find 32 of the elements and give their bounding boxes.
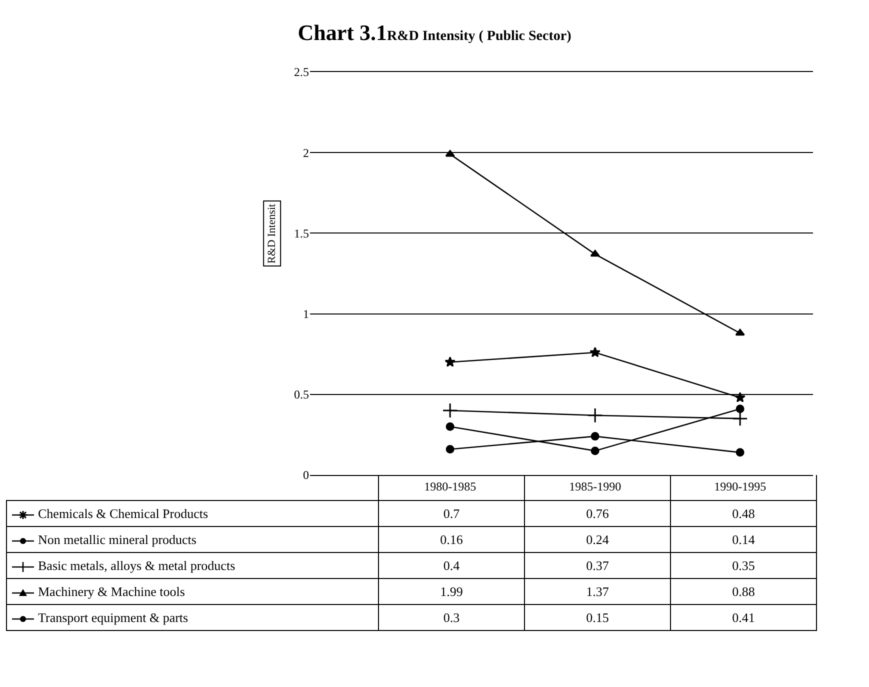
data-label: 0.37 [524,552,670,578]
y-tick-label: 0.5 [294,388,309,402]
data-label: 0.15 [524,604,670,630]
y-tick-label: 1.5 [294,226,309,240]
data-label: 0.35 [670,552,816,578]
x-tick-label: 1985-1990 [569,479,622,494]
legend-label: Transport equipment & parts [38,610,188,624]
y-tick-label: 1 [303,307,309,321]
data-label: 0.41 [670,604,816,630]
x-tick-label: 1990-1995 [714,479,766,494]
chart-title: Chart 3.1 [298,20,387,45]
data-label: 1.99 [378,578,524,604]
y-tick-label: 2.5 [294,65,309,80]
legend-label: Machinery & Machine tools [38,584,185,598]
y-tick-label: 2 [303,146,309,160]
data-label: 0.3 [378,604,524,630]
legend-label: Chemicals & Chemical Products [38,506,208,520]
y-axis-title: R&D Intensit [266,204,278,264]
data-label: 0.16 [378,526,524,552]
data-label: 1.37 [524,578,670,604]
data-label: 0.48 [670,500,816,526]
legend-label: Non metallic mineral products [38,532,196,546]
y-tick-label: 0 [303,468,309,482]
data-label: 0.88 [670,578,816,604]
data-label: 0.24 [524,526,670,552]
x-tick-label: 1980-1985 [424,479,476,494]
data-label: 0.14 [670,526,816,552]
data-label: 0.4 [378,552,524,578]
legend-label: Basic metals, alloys & metal products [38,558,236,572]
chart-subtitle: R&D Intensity ( Public Sector) [386,29,572,44]
data-label: 0.76 [524,500,670,526]
data-label: 0.7 [378,500,524,526]
